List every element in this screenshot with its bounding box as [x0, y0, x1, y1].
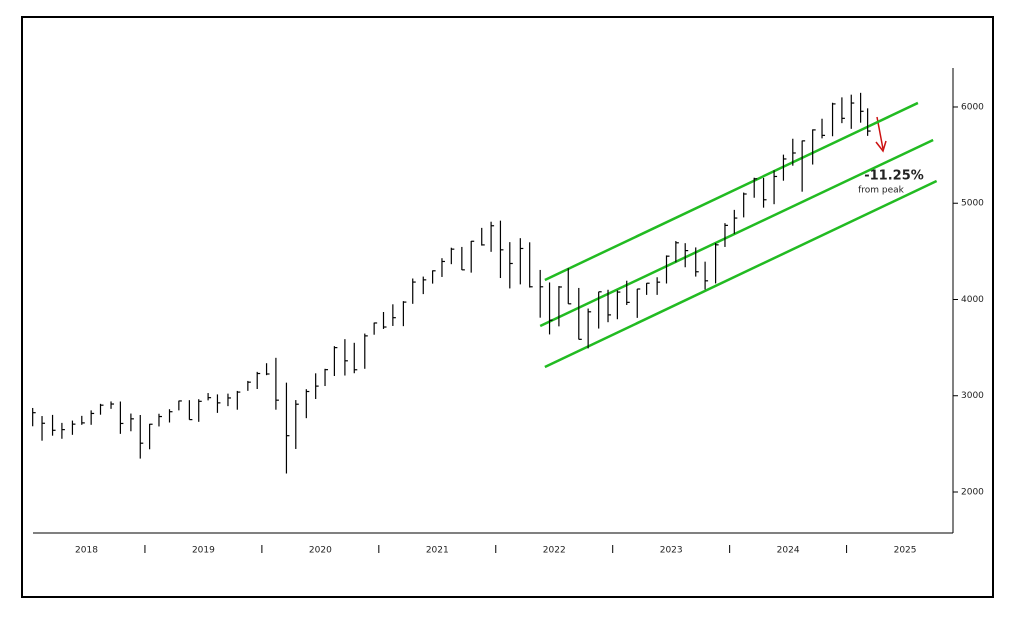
annotation-text: -11.25% [864, 169, 924, 184]
frame [21, 16, 994, 598]
annotation-subtext: from peak [858, 186, 905, 196]
channel-line [544, 101, 919, 282]
x-tick-label: 2021 [426, 546, 449, 556]
x-tick-label: 2023 [660, 546, 683, 556]
y-tick-label: 4000 [961, 295, 984, 305]
y-tick-label: 5000 [961, 199, 984, 209]
x-tick-label: 2022 [543, 546, 566, 556]
y-tick-label: 6000 [961, 102, 984, 112]
x-tick-label: 2018 [75, 546, 98, 556]
channel-line [544, 179, 938, 369]
x-tick-label: 2019 [192, 546, 215, 556]
y-tick-label: 2000 [961, 487, 984, 497]
x-tick-label: 2020 [309, 546, 332, 556]
annotation-arrowhead [875, 140, 887, 153]
channel-line [539, 138, 934, 328]
x-tick-label: 2025 [894, 546, 917, 556]
y-tick-label: 3000 [961, 391, 984, 401]
x-tick-label: 2024 [777, 546, 800, 556]
